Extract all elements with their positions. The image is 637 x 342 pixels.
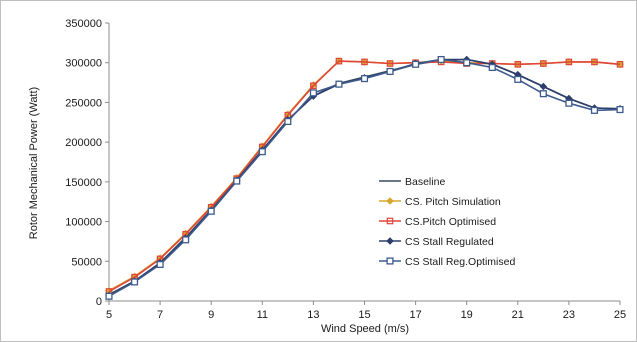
data-point: [539, 90, 547, 98]
x-tick-label: 17: [409, 309, 421, 321]
data-point: [361, 58, 368, 66]
data-point: [360, 75, 369, 83]
legend-label: Baseline: [405, 176, 445, 188]
legend-item: CS Stall Reg.Optimised: [379, 256, 515, 268]
legend-swatch-marker: [386, 197, 394, 205]
legend: Baseline CS. Pitch Simulation CS.Pitch Opt…: [379, 176, 515, 268]
legend-item: CS Stall Regulated: [379, 236, 494, 248]
x-tick-label: 21: [512, 309, 524, 321]
data-point: [514, 61, 522, 68]
legend-label: CS.Pitch Optimised: [405, 216, 496, 228]
legend-label: CS. Pitch Simulation: [405, 196, 501, 208]
legend-swatch-marker: [386, 217, 394, 225]
y-tick-label: 300000: [65, 58, 102, 70]
y-tick-label: 250000: [65, 97, 102, 109]
data-point: [386, 60, 394, 67]
data-point: [386, 67, 394, 76]
data-point: [310, 82, 317, 90]
data-point: [335, 80, 343, 88]
x-tick-label: 11: [257, 309, 268, 321]
x-tick-label: 25: [614, 309, 626, 321]
y-tick-label: 0: [96, 296, 102, 308]
data-point: [565, 99, 573, 107]
data-point: [540, 60, 547, 67]
data-point: [463, 59, 471, 67]
data-point: [437, 55, 445, 64]
y-tick-label: 50000: [71, 256, 102, 268]
x-tick-label: 15: [358, 309, 370, 321]
data-point: [591, 58, 598, 66]
y-tick-label: 350000: [65, 18, 102, 30]
data-point: [233, 177, 241, 185]
y-axis-label: Rotor Mechanical Power (Watt): [28, 87, 40, 239]
data-point: [258, 148, 266, 156]
data-point: [412, 60, 420, 68]
legend-swatch-marker: [386, 237, 394, 245]
data-point: [156, 260, 164, 269]
data-point: [130, 278, 139, 286]
x-tick-label: 5: [106, 309, 112, 321]
legend-label: CS Stall Regulated: [405, 236, 494, 248]
data-point: [590, 106, 598, 114]
data-point: [105, 292, 113, 300]
x-tick-label: 23: [563, 309, 575, 321]
data-point: [207, 207, 215, 215]
x-tick-label: 7: [157, 309, 163, 321]
y-axis-ticks: 0 50000 100000 150000 200000 250000 300000 3500…: [65, 18, 109, 308]
x-tick-label: 13: [307, 309, 319, 321]
x-tick-label: 9: [208, 309, 214, 321]
data-point: [335, 57, 343, 65]
data-point: [616, 61, 624, 68]
y-tick-label: 100000: [65, 217, 102, 229]
data-point: [284, 117, 292, 126]
data-point: [488, 63, 496, 72]
data-point: [565, 58, 573, 66]
data-point: [539, 82, 548, 91]
data-point: [309, 89, 317, 97]
legend-swatch-marker: [386, 257, 394, 265]
x-axis-label: Wind Speed (m/s): [321, 323, 409, 335]
x-axis-ticks: 5 7 9 11 13 15 17 19 21 23 25: [106, 301, 626, 321]
legend-label: CS Stall Reg.Optimised: [405, 256, 515, 268]
data-point: [616, 106, 624, 114]
series-4: [105, 55, 624, 300]
y-tick-label: 200000: [65, 137, 102, 149]
data-point: [182, 236, 190, 244]
x-tick-label: 19: [461, 309, 473, 321]
series-layer: [105, 55, 624, 300]
legend-item: CS.Pitch Optimised: [379, 216, 496, 228]
data-point: [514, 75, 522, 83]
series-line: [108, 60, 621, 293]
legend-item: Baseline: [379, 176, 445, 188]
legend-item: CS. Pitch Simulation: [379, 196, 501, 208]
y-tick-label: 150000: [65, 177, 102, 189]
